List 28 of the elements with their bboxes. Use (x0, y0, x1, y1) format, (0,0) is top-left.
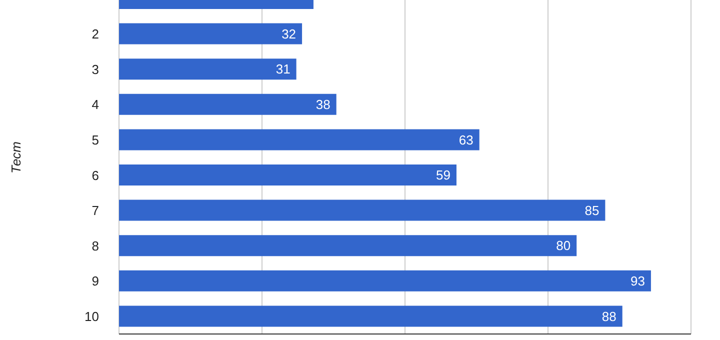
data-label: 38 (316, 96, 330, 112)
data-label: 88 (602, 308, 616, 324)
bar (119, 23, 302, 44)
data-label: 63 (458, 132, 474, 148)
y-tick-label: 5 (92, 132, 99, 148)
y-tick-label: 10 (84, 308, 99, 324)
bar (119, 58, 296, 80)
data-label: 80 (556, 238, 571, 254)
data-label: 32 (282, 26, 296, 42)
y-tick-label: 4 (92, 97, 99, 112)
y-tick-label: 9 (92, 274, 99, 289)
bar (119, 235, 577, 256)
bar (119, 129, 480, 150)
data-label: 85 (584, 202, 600, 218)
y-tick-label: 2 (92, 26, 99, 42)
y-tick-label: 7 (92, 203, 99, 218)
data-label: 93 (630, 273, 645, 288)
y-tick-label: 8 (92, 238, 99, 254)
y-axis-title: Тест (8, 141, 24, 174)
data-label: 31 (276, 62, 290, 77)
bar (119, 200, 606, 221)
bar (119, 94, 336, 115)
bar (119, 270, 651, 292)
bar (119, 306, 622, 327)
bar (119, 164, 456, 186)
data-label: 59 (436, 168, 450, 183)
y-tick-label: 6 (92, 168, 99, 183)
y-tick-label: 3 (92, 62, 99, 77)
